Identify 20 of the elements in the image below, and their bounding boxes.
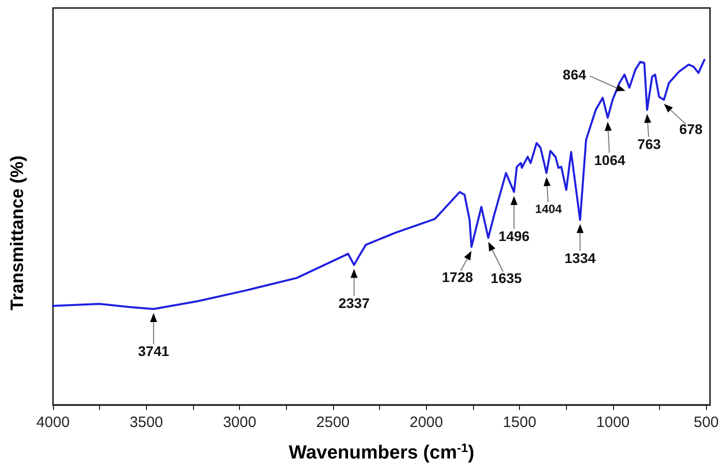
annotation: 678 xyxy=(679,120,703,137)
annotation: 864 xyxy=(562,66,586,83)
x-tick-label: 500 xyxy=(694,414,719,431)
x-tick-label: 2000 xyxy=(410,414,443,431)
annotation: 1064 xyxy=(594,152,626,168)
x-tick-label: 2500 xyxy=(316,414,350,431)
annotation: 3741 xyxy=(138,343,170,360)
annotation: 1334 xyxy=(564,250,596,266)
annotation: 1635 xyxy=(490,270,522,286)
x-tick-label: 1500 xyxy=(502,414,536,431)
annotation: 1496 xyxy=(498,228,530,244)
x-tick-label: 3000 xyxy=(222,414,256,431)
annotation: 1404 xyxy=(535,202,562,216)
x-tick-label: 1000 xyxy=(596,414,630,431)
annotation: 1728 xyxy=(442,268,474,285)
y-axis-title: Transmittance (%) xyxy=(7,155,27,311)
annotation: 763 xyxy=(637,136,661,152)
x-tick-label: 3500 xyxy=(130,414,164,431)
x-tick-label: 4000 xyxy=(36,414,70,431)
annotation: 2337 xyxy=(338,294,370,311)
